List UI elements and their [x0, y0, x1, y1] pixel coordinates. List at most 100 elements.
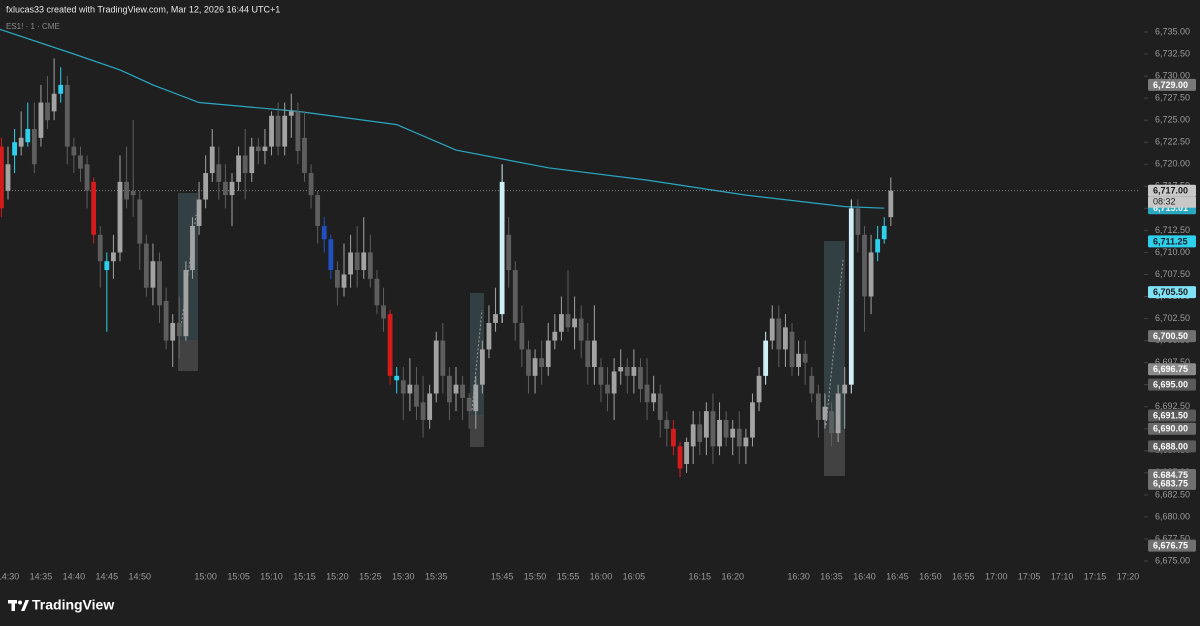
- x-tick-label: 14:35: [30, 571, 53, 581]
- candle-body: [578, 318, 584, 341]
- candle-body: [130, 190, 136, 196]
- candle-body: [282, 115, 288, 147]
- price-marker-label: 6,705.50: [1153, 287, 1188, 297]
- candle-body: [91, 181, 97, 235]
- price-marker: [1148, 78, 1196, 91]
- candle-body: [789, 331, 795, 368]
- candle-body: [354, 252, 360, 271]
- candle-body: [183, 270, 189, 337]
- range-box: [470, 415, 484, 447]
- candle-body: [756, 375, 762, 403]
- candle-body: [84, 164, 90, 191]
- candle-body: [453, 384, 459, 394]
- candle-body: [51, 93, 57, 112]
- candle-body: [104, 261, 110, 271]
- candle-body: [572, 318, 577, 328]
- candle-body: [802, 353, 808, 363]
- range-box: [824, 430, 845, 476]
- candle-body: [466, 397, 472, 412]
- y-tick-label: 6,675.00: [1155, 555, 1190, 565]
- x-tick-label: 16:40: [853, 571, 876, 581]
- candle-body: [414, 384, 419, 407]
- x-tick-label: 15:55: [557, 571, 580, 581]
- candle-body: [335, 270, 340, 288]
- candle-body: [38, 102, 44, 138]
- price-marker: [1148, 286, 1196, 299]
- price-marker-label: 6,690.00: [1153, 424, 1188, 434]
- candle-body: [796, 353, 801, 368]
- candle-body: [684, 441, 689, 465]
- y-tick-label: 6,732.50: [1155, 48, 1190, 58]
- candle-body: [295, 111, 301, 152]
- y-tick-label: 6,692.50: [1155, 401, 1190, 411]
- candle-body: [690, 424, 696, 447]
- candle-body: [591, 340, 597, 368]
- price-marker-label: 6,691.50: [1153, 410, 1188, 420]
- candle-body: [433, 340, 439, 394]
- countdown-label: 08:32: [1153, 197, 1176, 207]
- candle-body: [12, 142, 17, 156]
- candle-body: [5, 164, 11, 191]
- plot: 6,675.006,677.506,680.006,682.506,685.00…: [0, 26, 1196, 581]
- candle-body: [506, 234, 512, 271]
- x-tick-label: 15:35: [425, 571, 448, 581]
- x-tick-label: 15:50: [524, 571, 547, 581]
- price-marker-label: 6,700.50: [1153, 331, 1188, 341]
- candle-body: [216, 164, 222, 182]
- brand-logo: TradingView: [8, 597, 114, 613]
- candle-body: [176, 322, 182, 337]
- candle-body: [440, 340, 446, 376]
- logo-icon: [21, 600, 29, 611]
- candle-body: [776, 318, 782, 350]
- candle-body: [493, 314, 498, 323]
- average-line: [0, 28, 885, 209]
- candle-body: [236, 155, 241, 182]
- candle-body: [97, 234, 103, 262]
- candle-body: [150, 261, 156, 288]
- candle-body: [58, 84, 64, 94]
- candle-body: [0, 146, 4, 209]
- candle-body: [585, 340, 591, 368]
- x-tick-label: 16:55: [952, 571, 975, 581]
- y-tick-label: 6,677.50: [1155, 533, 1190, 543]
- price-marker: [1148, 330, 1196, 343]
- candle-body: [565, 314, 571, 328]
- candle-body: [460, 384, 465, 398]
- y-tick-label: 6,712.50: [1155, 225, 1190, 235]
- candle-body: [783, 327, 788, 350]
- x-tick-label: 15:00: [194, 571, 217, 581]
- candle-body: [842, 384, 848, 394]
- candle-body: [644, 384, 650, 403]
- candle-body: [552, 331, 558, 341]
- candle-body: [308, 173, 314, 196]
- candle-body: [269, 115, 274, 147]
- price-marker-label: 6,717.00: [1153, 186, 1188, 196]
- candle-body: [78, 155, 83, 169]
- price-marker: [1148, 235, 1196, 248]
- x-tick-label: 17:10: [1051, 571, 1074, 581]
- candle-body: [710, 411, 716, 447]
- y-tick-label: 6,730.00: [1155, 70, 1190, 80]
- candle-body: [677, 446, 683, 469]
- candle-body: [750, 402, 755, 438]
- y-tick-label: 6,722.50: [1155, 137, 1190, 147]
- candle-body: [822, 406, 828, 420]
- chart-title: fxlucas33 created with TradingView.com, …: [6, 4, 280, 14]
- x-tick-label: 14:45: [96, 571, 119, 581]
- price-marker: [1148, 422, 1196, 435]
- candle-body: [605, 384, 610, 394]
- candle-body: [25, 128, 31, 143]
- candle-body: [249, 146, 255, 174]
- x-tick-label: 16:00: [590, 571, 613, 581]
- candle-body: [545, 340, 551, 368]
- x-tick-label: 15:15: [293, 571, 316, 581]
- candle-body: [855, 208, 861, 235]
- x-tick-label: 14:40: [63, 571, 86, 581]
- candle-body: [111, 252, 116, 262]
- candle-body: [447, 375, 452, 403]
- candle-body: [559, 314, 564, 332]
- logo-icon: [11, 600, 15, 611]
- logo-icon: [18, 600, 22, 605]
- candle-body: [618, 367, 624, 372]
